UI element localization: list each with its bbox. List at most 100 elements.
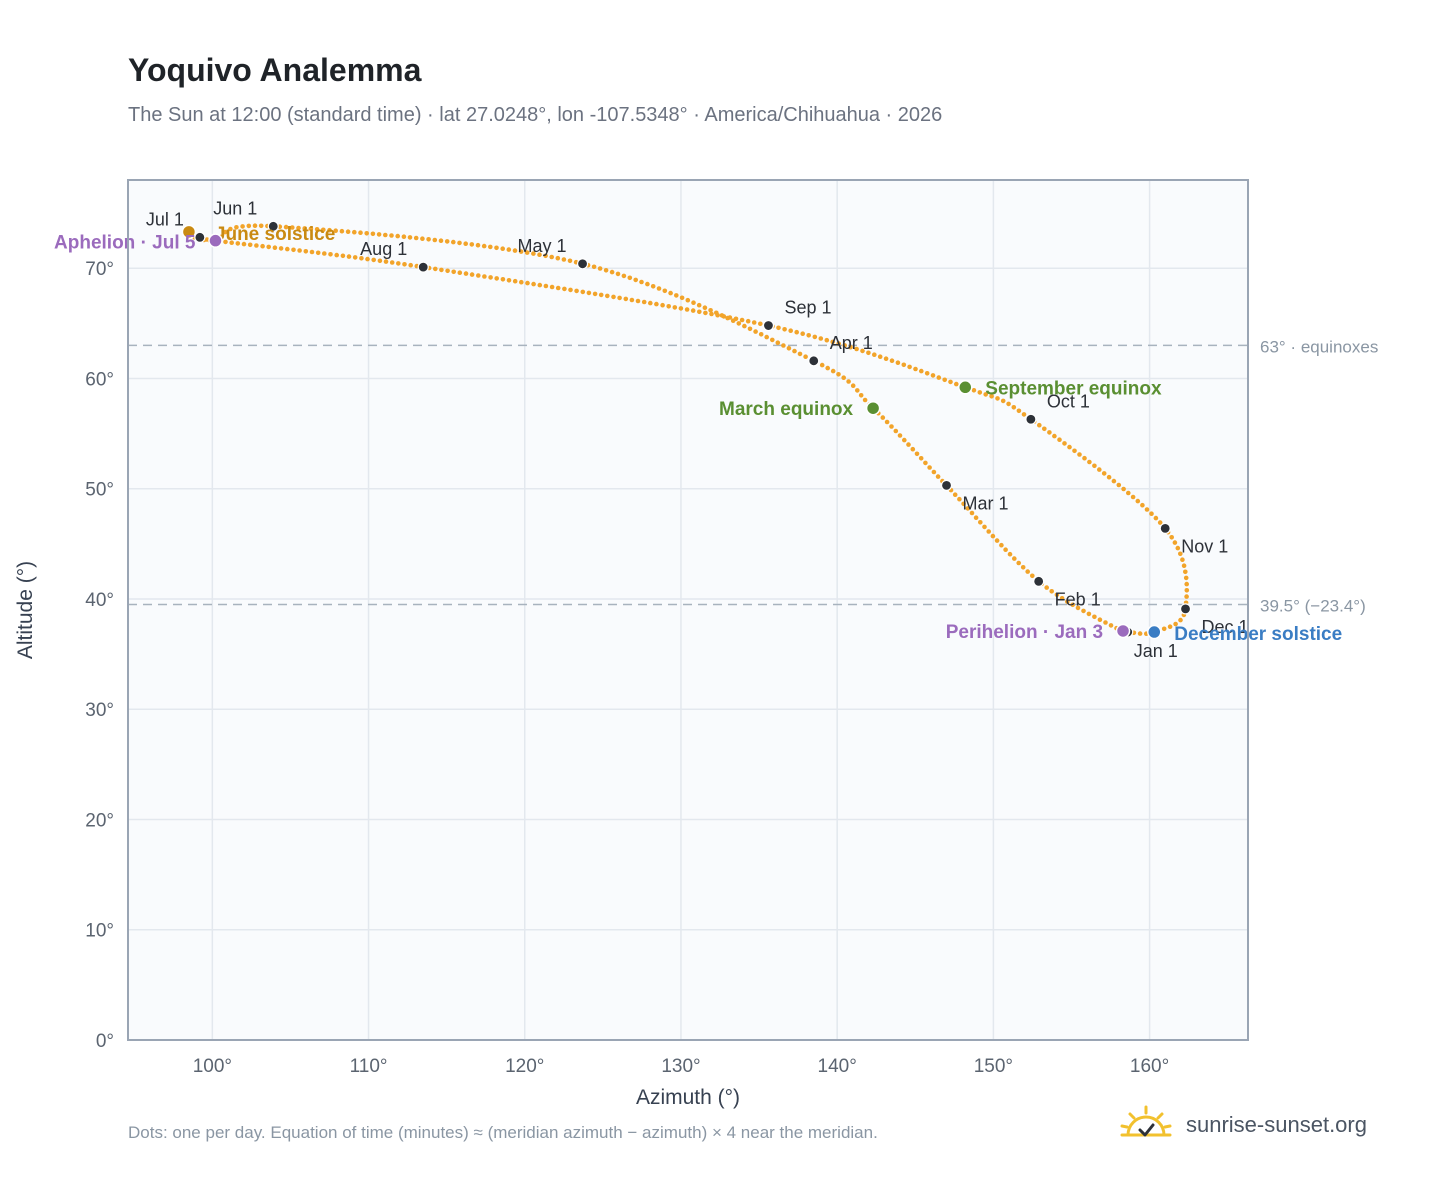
daily-dot	[524, 250, 530, 255]
daily-dot	[586, 290, 592, 296]
daily-dot	[1011, 405, 1017, 410]
daily-dot	[1059, 596, 1065, 601]
daily-dot	[1183, 575, 1189, 581]
daily-dot	[296, 225, 301, 231]
daily-dot	[615, 271, 621, 277]
daily-dot	[339, 228, 345, 234]
daily-dot	[862, 397, 868, 403]
daily-dot	[395, 233, 401, 239]
daily-dot	[1037, 422, 1042, 428]
x-axis-ticks: 100° 110° 120° 130° 140° 150° 160°	[193, 1056, 1170, 1077]
month-marker-label: Jul 1	[146, 209, 184, 229]
daily-dot	[531, 281, 536, 287]
reference-lines: 63° · equinoxes 39.5° (−23.4°)	[128, 337, 1378, 615]
daily-dot	[451, 269, 457, 275]
daily-dot	[252, 223, 258, 228]
daily-dot	[697, 309, 702, 315]
month-marker-label: Feb 1	[1055, 589, 1101, 609]
daily-dot	[627, 275, 633, 281]
daily-dot	[1016, 560, 1021, 566]
daily-dot	[611, 294, 616, 300]
daily-dot	[895, 360, 901, 366]
sun-check-icon	[1120, 1105, 1172, 1137]
daily-dot	[383, 259, 389, 264]
daily-dot	[426, 237, 431, 242]
daily-dot	[1137, 631, 1143, 636]
daily-dot	[1157, 520, 1163, 525]
daily-dot	[272, 245, 278, 250]
x-tick-label: 110°	[350, 1056, 388, 1077]
month-marker-label: Jan 1	[1134, 641, 1178, 661]
daily-dot	[641, 299, 647, 305]
daily-dot	[494, 276, 500, 281]
daily-dot	[897, 433, 903, 438]
daily-dot	[758, 321, 763, 327]
daily-dot	[562, 286, 567, 292]
daily-dot	[1140, 502, 1145, 508]
daily-dot	[488, 275, 493, 280]
grid-lines	[128, 180, 1248, 1041]
daily-dot	[285, 246, 290, 252]
daily-dot	[907, 364, 912, 370]
daily-dot	[439, 267, 444, 273]
daily-dot	[408, 262, 414, 268]
daily-dot	[481, 243, 487, 249]
daily-dot	[1081, 608, 1086, 614]
brand-logo[interactable]: sunrise-sunset.org	[1120, 1100, 1367, 1150]
daily-dot	[854, 346, 859, 352]
daily-dot	[1007, 551, 1013, 557]
month-marker-label: Oct 1	[1047, 391, 1090, 411]
daily-dot	[639, 279, 644, 285]
daily-dot	[322, 251, 327, 256]
chart-title: Yoquivo Analemma	[128, 52, 422, 88]
daily-dot	[1057, 437, 1062, 443]
daily-dot	[531, 251, 536, 256]
daily-dot	[969, 510, 975, 516]
daily-dot	[537, 252, 542, 257]
daily-dot	[463, 241, 469, 246]
daily-dot	[512, 278, 518, 284]
daily-dot	[365, 256, 370, 262]
daily-dot	[654, 301, 659, 307]
plot-background	[128, 180, 1248, 1040]
daily-dot	[1054, 592, 1060, 598]
chart-subtitle: The Sun at 12:00 (standard time) · lat 2…	[128, 104, 943, 126]
y-tick-label: 20°	[85, 810, 114, 831]
daily-dot	[1167, 624, 1173, 629]
month-marker-dot	[1179, 603, 1192, 615]
daily-dot	[1173, 621, 1178, 627]
daily-dot	[872, 352, 877, 358]
daily-dot	[1181, 563, 1187, 568]
daily-dot	[1153, 515, 1159, 521]
daily-dot	[930, 373, 936, 378]
month-marker-dot	[808, 355, 820, 367]
daily-dot	[407, 235, 413, 240]
daily-dot	[222, 229, 228, 235]
daily-dot	[1121, 486, 1126, 492]
daily-dot	[605, 293, 610, 299]
x-tick-label: 100°	[193, 1056, 232, 1077]
daily-dot	[1072, 448, 1077, 454]
daily-dot	[957, 496, 962, 502]
month-marker-dot	[1025, 413, 1037, 425]
daily-dot	[266, 244, 272, 250]
y-tick-label: 0°	[96, 1031, 114, 1052]
daily-dot	[346, 254, 352, 259]
daily-dot	[580, 289, 586, 295]
daily-dot	[327, 227, 332, 233]
daily-dot	[1144, 507, 1150, 512]
daily-dot	[621, 273, 627, 279]
daily-dot	[549, 284, 555, 290]
daily-dot	[753, 329, 758, 334]
daily-dot	[500, 277, 506, 282]
brand-name: sunrise-sunset.org	[1186, 1112, 1367, 1137]
daily-dot	[1003, 547, 1008, 552]
daily-dot	[1047, 430, 1052, 435]
daily-dot	[235, 241, 241, 246]
daily-dot	[574, 288, 579, 294]
daily-dot	[303, 249, 309, 254]
daily-dot	[1184, 588, 1190, 593]
daily-dot	[764, 334, 769, 340]
daily-dot	[880, 415, 886, 420]
daily-dot	[371, 257, 377, 263]
